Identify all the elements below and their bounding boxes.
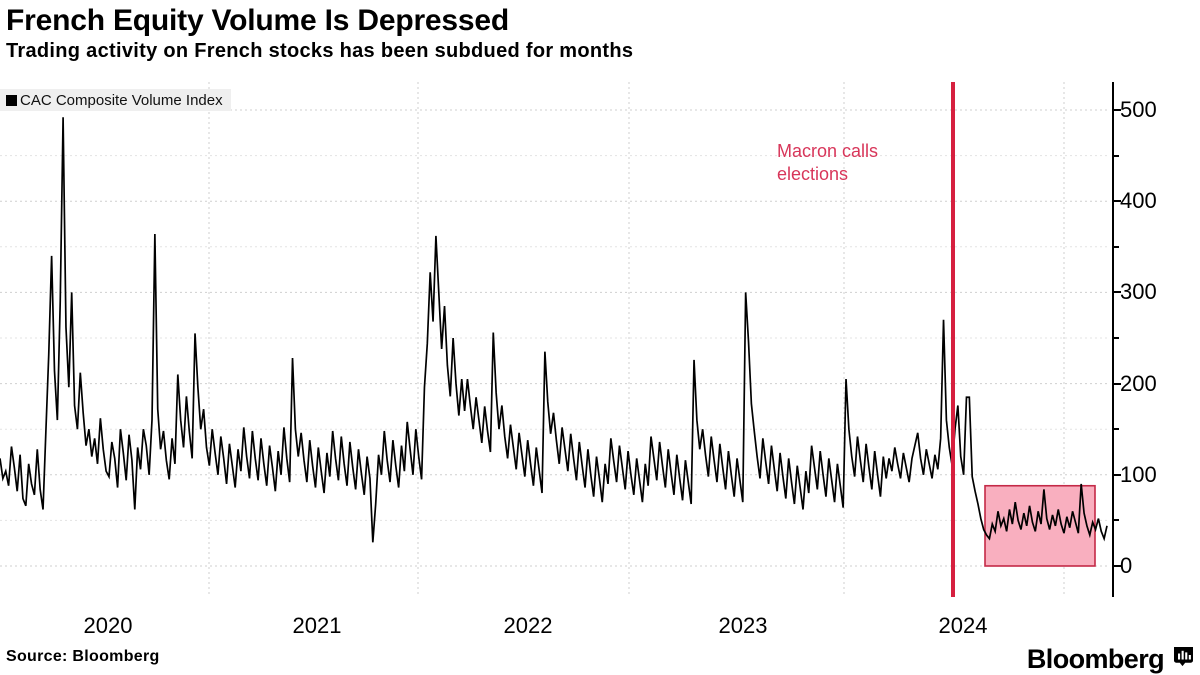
y-axis-tick (1114, 245, 1119, 248)
legend-label-cac: CAC Composite Volume Index (20, 91, 223, 109)
bloomberg-wordmark: Bloomberg (1026, 643, 1165, 674)
gridlines (0, 82, 1108, 597)
legend-swatch-cac (6, 94, 17, 106)
y-axis-tick-label: 400 (1120, 188, 1157, 214)
series-lines (0, 117, 1108, 543)
y-axis-tick (1114, 519, 1119, 522)
y-axis-tick-label: 200 (1120, 370, 1157, 396)
chart-legend[interactable]: CAC Composite Volume Index (0, 89, 231, 111)
page-title: French Equity Volume Is Depressed (6, 4, 509, 37)
y-axis-tick (1114, 109, 1121, 111)
x-axis-tick-label: 2024 (938, 613, 988, 638)
bloomberg-terminal-icon (1171, 644, 1196, 674)
annotation-line-2: elections (777, 164, 849, 184)
y-axis-tick-label: 0 (1120, 553, 1133, 578)
y-axis-tick-label: 500 (1120, 97, 1157, 122)
annotation-line-1: Macron calls (777, 141, 879, 161)
annotation-macron-calls-elections: Macron calls elections (777, 140, 937, 186)
y-axis-tick (1114, 154, 1119, 157)
y-axis-tick (1114, 473, 1121, 476)
y-axis-tick (1114, 291, 1121, 294)
chart-subtitle: Trading activity on French stocks has be… (6, 40, 634, 62)
y-axis-tick (1114, 337, 1119, 339)
volume-line-chart (0, 82, 1108, 597)
y-axis-tick-label: 300 (1120, 279, 1157, 305)
chart-header: French Equity Volume Is Depressed Tradin… (0, 0, 1200, 63)
y-axis: 0 100 200 300 400 500 (1112, 82, 1172, 597)
x-axis-tick-label: 2023 (718, 613, 768, 638)
x-axis-tick-label: 2022 (503, 613, 553, 638)
source-note: Source: Bloomberg (6, 648, 160, 665)
y-axis-tick (1114, 382, 1121, 385)
y-axis-spine (1112, 82, 1114, 597)
x-axis: 2020 2021 2022 2023 2024 (0, 615, 1108, 645)
y-axis-tick (1114, 565, 1121, 567)
y-axis-tick-label: 100 (1120, 461, 1157, 487)
chart-footer: Source: Bloomberg Bloomberg (0, 645, 1200, 675)
y-axis-tick (1114, 428, 1119, 431)
bloomberg-brand: Bloomberg (1027, 644, 1196, 674)
chart-plot-area (0, 82, 1108, 597)
x-axis-tick-label: 2020 (83, 613, 133, 638)
y-axis-tick (1114, 200, 1121, 203)
x-axis-tick-label: 2021 (292, 613, 342, 638)
